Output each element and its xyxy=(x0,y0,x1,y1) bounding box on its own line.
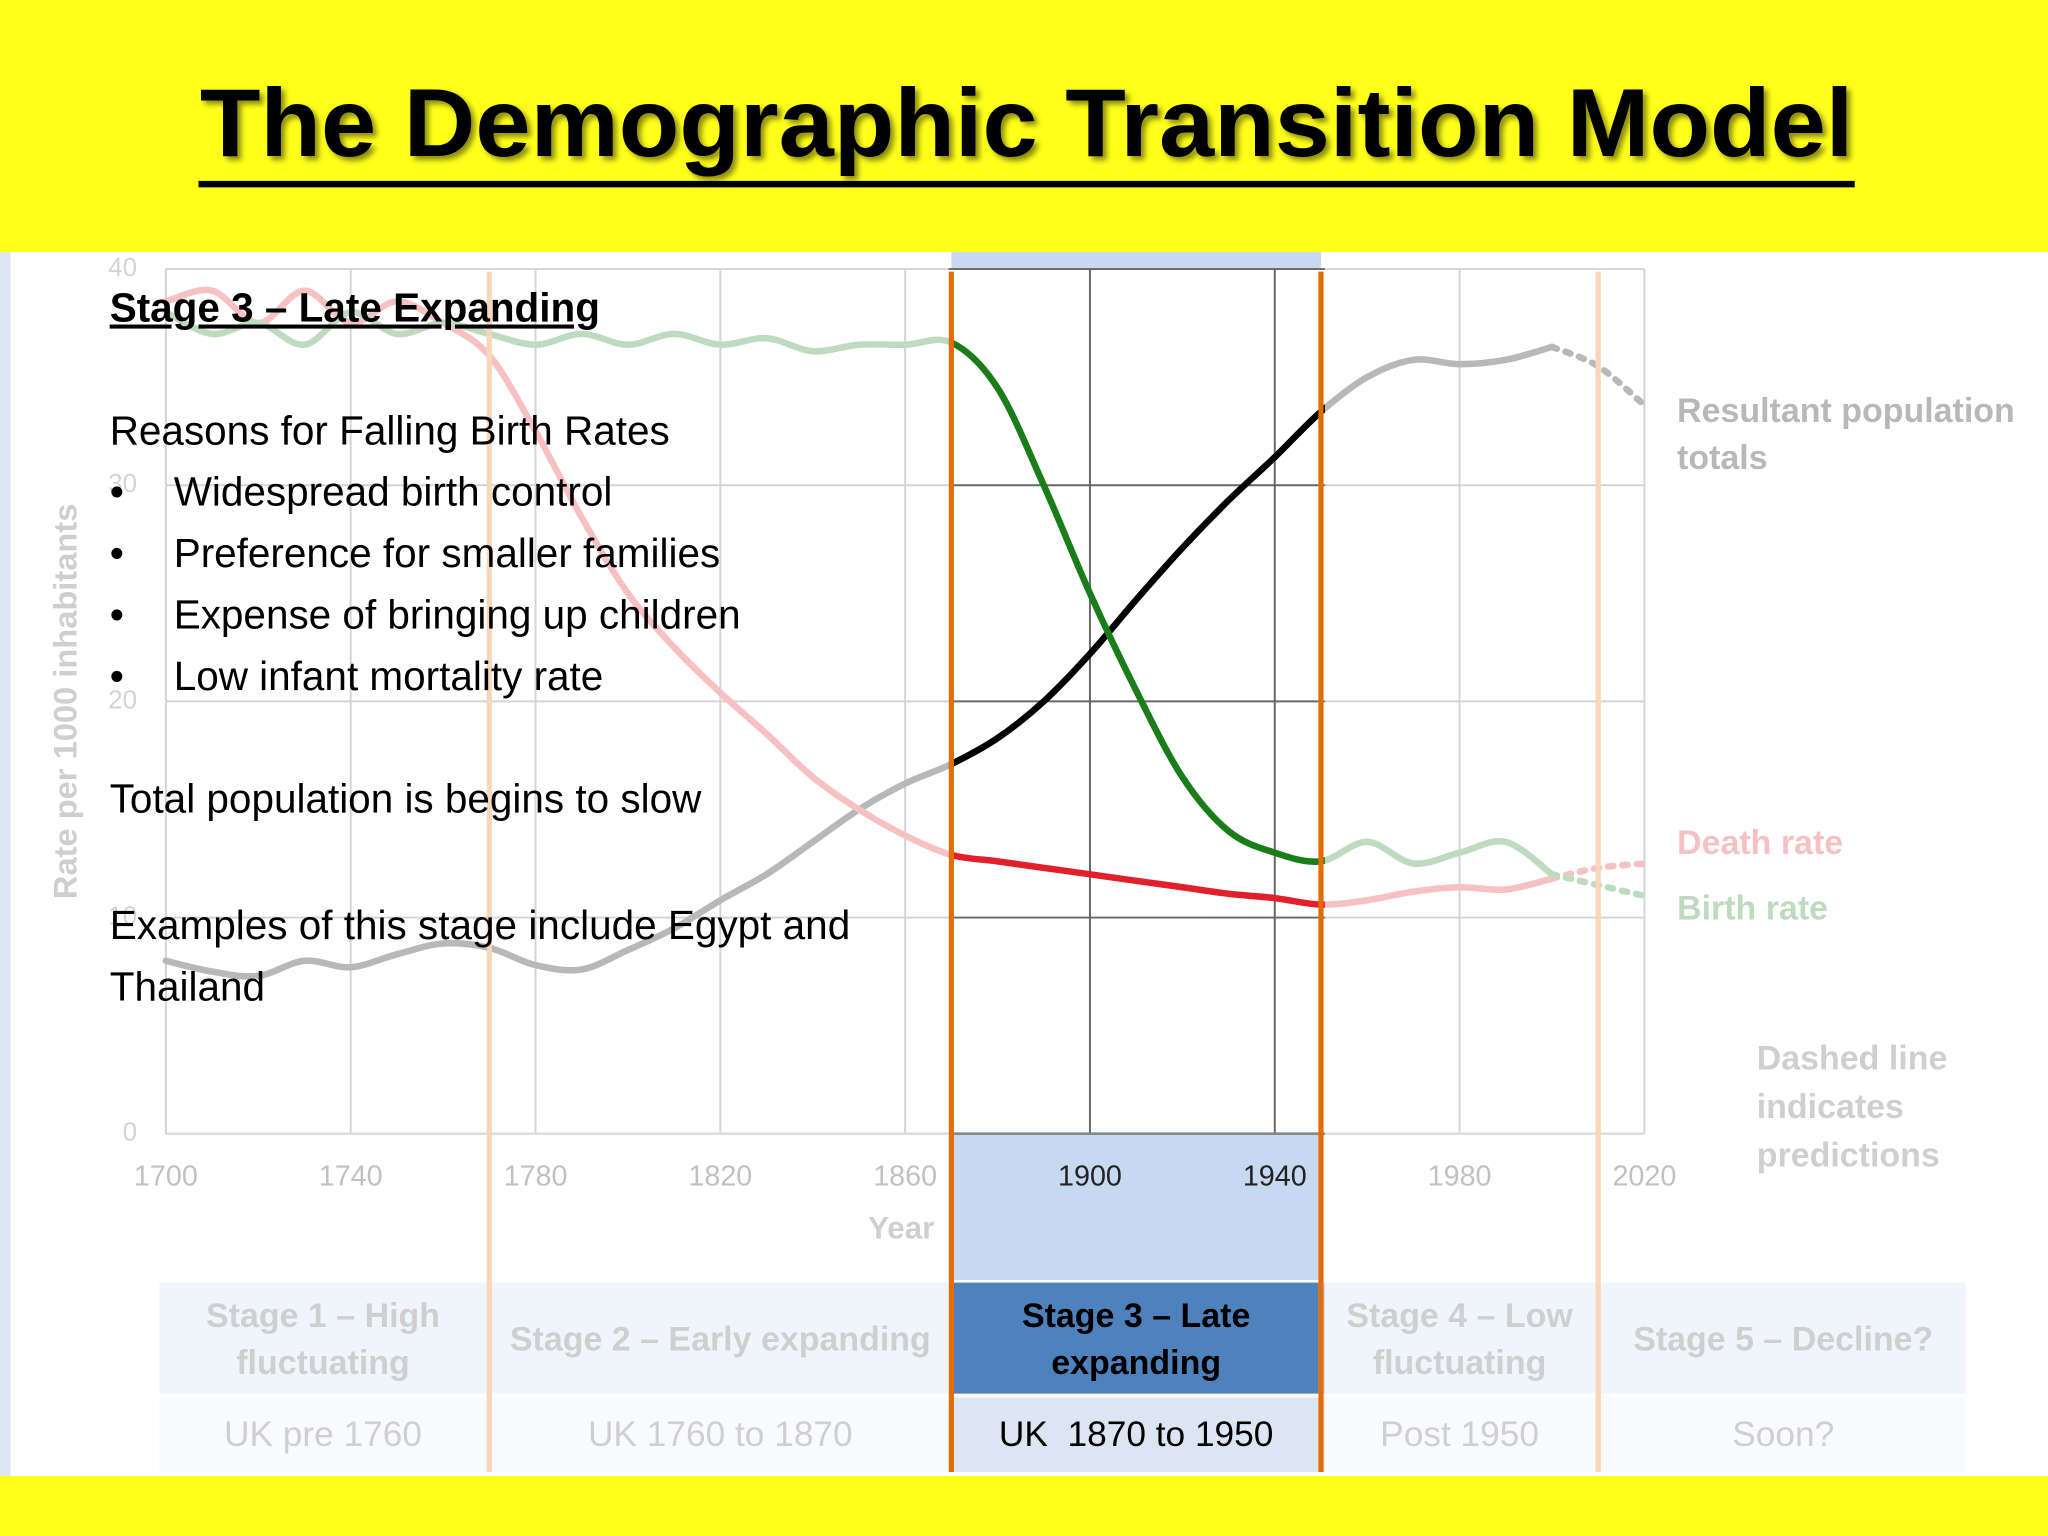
fade-overlay xyxy=(10,252,2048,1476)
bullet-dot: • xyxy=(110,530,124,576)
stage-example-box: UK 1870 to 1950 xyxy=(998,1414,1274,1454)
panel-summary: Total population is begins to slow xyxy=(110,776,702,822)
stage-name: Stage 3 – Late expanding xyxy=(1021,1295,1251,1382)
stage-name-box: Stage 3 – Late expanding xyxy=(1021,1295,1251,1382)
bullet-item: Widespread birth control xyxy=(174,469,613,515)
slide-title: The Demographic Transition Model xyxy=(200,70,1854,177)
panel-heading: Stage 3 – Late Expanding xyxy=(110,285,600,331)
left-edge xyxy=(0,252,11,1476)
stage-header-cell xyxy=(953,1282,1319,1394)
bullet-item: Preference for smaller families xyxy=(174,530,721,576)
highlight-top xyxy=(951,252,1321,270)
fade-right xyxy=(1324,252,2048,1476)
panel-examples-box: Examples of this stage include Egypt and… xyxy=(109,902,851,1010)
stage-example-cell xyxy=(953,1397,1319,1472)
bullet-dot: • xyxy=(110,591,124,637)
panel-examples: Examples of this stage include Egypt and… xyxy=(109,902,851,1010)
bullet-item: Low infant mortality rate xyxy=(174,653,604,699)
fade-left xyxy=(10,252,949,1476)
text-panel: Stage 3 – Late Expanding Reasons for Fall… xyxy=(109,285,851,1010)
bullet-dot: • xyxy=(110,653,124,699)
stage-example: UK 1870 to 1950 xyxy=(998,1414,1274,1454)
bullet-dot: • xyxy=(110,469,124,515)
highlight-axis-band xyxy=(951,1133,1321,1280)
x-tick-label: 1900 xyxy=(1058,1161,1122,1193)
x-tick-label: 1940 xyxy=(1243,1161,1307,1193)
panel-subheading: Reasons for Falling Birth Rates xyxy=(110,407,670,453)
bullet-item: Expense of bringing up children xyxy=(174,591,741,637)
